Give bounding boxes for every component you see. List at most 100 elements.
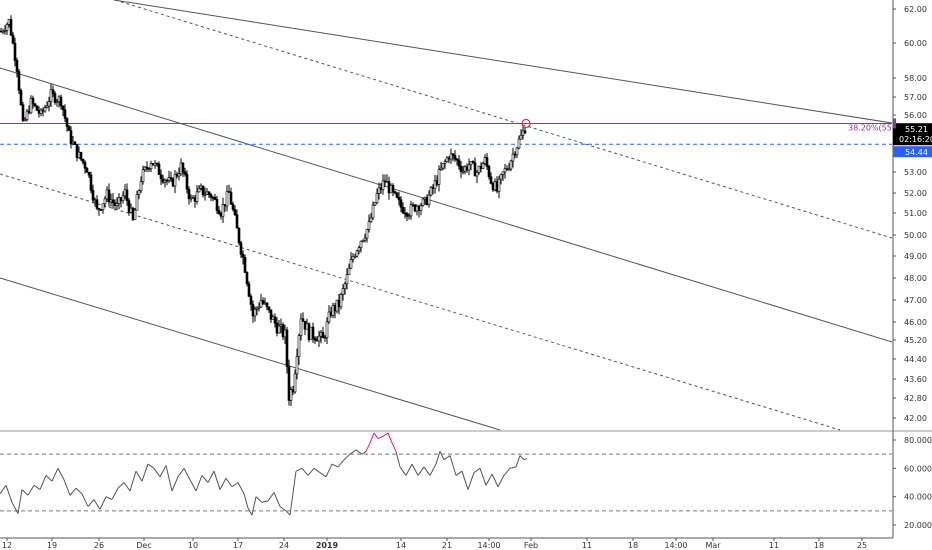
candle-body xyxy=(323,337,327,339)
candle-body xyxy=(1,30,5,33)
candle-body xyxy=(249,296,253,305)
candle xyxy=(231,201,235,212)
candle-body xyxy=(225,191,229,207)
candle-body xyxy=(215,199,219,211)
candle-body xyxy=(95,199,99,209)
candle-body xyxy=(321,332,325,339)
candle-body xyxy=(53,93,57,103)
candle-body xyxy=(519,134,523,140)
rsi-segment xyxy=(201,475,209,483)
candle xyxy=(515,146,519,158)
rsi-pane[interactable] xyxy=(0,432,892,516)
rsi-segment xyxy=(523,457,528,461)
candle-body xyxy=(289,389,293,401)
price-tick-label: 48.00 xyxy=(904,274,927,283)
rsi-segment xyxy=(497,475,505,487)
candle xyxy=(75,144,79,162)
candle xyxy=(519,129,523,140)
candle xyxy=(323,335,327,342)
candle-body xyxy=(427,194,431,205)
candle-body xyxy=(29,97,33,114)
candle-body xyxy=(93,199,97,202)
rsi-segment xyxy=(135,470,143,482)
rsi-segment xyxy=(63,479,71,496)
price-tick-label: 43.60 xyxy=(904,375,927,384)
candle xyxy=(355,249,359,258)
candle-body xyxy=(375,193,379,204)
candle-body xyxy=(25,110,29,120)
time-tick-label: 17 xyxy=(233,541,243,550)
candle-body xyxy=(277,325,281,334)
price-tick-label: 53.00 xyxy=(904,168,927,177)
candle-body xyxy=(449,153,453,160)
price-tick-label: 44.40 xyxy=(904,355,927,364)
candle-body xyxy=(317,335,321,342)
candle xyxy=(371,201,375,220)
candle xyxy=(149,160,153,173)
candle-body xyxy=(243,256,247,273)
rsi-segment xyxy=(195,475,203,492)
rsi-segment xyxy=(503,468,511,476)
candle xyxy=(211,195,215,202)
candle-body xyxy=(177,173,181,177)
candle xyxy=(293,369,297,394)
candle xyxy=(155,162,159,167)
candle-body xyxy=(349,259,353,269)
rsi-segment xyxy=(243,493,249,509)
candle-body xyxy=(109,199,113,203)
rsi-segment xyxy=(455,470,463,476)
candle xyxy=(123,184,127,200)
rsi-segment xyxy=(439,451,445,461)
candle-body xyxy=(399,199,403,208)
candle xyxy=(213,193,217,201)
rsi-segment xyxy=(361,450,367,455)
rsi-segment xyxy=(147,463,155,469)
candle-body xyxy=(197,188,201,193)
price-tick-label: 42.00 xyxy=(904,414,927,423)
rsi-segment xyxy=(343,453,351,461)
candle-body xyxy=(135,194,139,211)
rsi-segment xyxy=(17,489,23,514)
candle xyxy=(105,186,109,202)
candle-body xyxy=(511,153,515,162)
candle-body xyxy=(293,373,297,393)
candle xyxy=(97,207,101,216)
candle xyxy=(107,183,111,207)
candle-body xyxy=(421,198,425,207)
candle xyxy=(143,165,147,172)
candle-body xyxy=(167,177,171,181)
last-price-value: 55.21 xyxy=(905,125,928,134)
candle xyxy=(325,317,329,344)
price-pane[interactable]: 38.20%(55.53) xyxy=(0,0,908,431)
candle xyxy=(367,214,371,233)
candle-body xyxy=(487,166,491,178)
candle xyxy=(467,158,471,176)
candle-body xyxy=(445,157,449,162)
candle xyxy=(125,183,129,206)
candle-body xyxy=(343,283,347,289)
candle-body xyxy=(359,240,363,248)
candle xyxy=(507,163,511,171)
candle xyxy=(347,263,351,276)
candle xyxy=(227,184,231,193)
candle xyxy=(461,165,465,175)
candle xyxy=(61,105,65,117)
candle xyxy=(51,85,55,98)
candle-body xyxy=(199,185,203,189)
candle-body xyxy=(133,209,137,220)
candle-body xyxy=(473,162,477,177)
candle xyxy=(445,155,449,163)
candle-body xyxy=(103,198,107,205)
time-tick-label: 2019 xyxy=(316,541,339,550)
candle-body xyxy=(145,166,149,169)
rsi-segment xyxy=(279,506,287,512)
candle-body xyxy=(237,227,241,244)
candle-body xyxy=(143,166,147,170)
channel-line-3 xyxy=(0,277,501,431)
candle-body xyxy=(451,153,455,156)
candle-body xyxy=(35,105,39,111)
rsi-segment xyxy=(383,432,389,437)
candle xyxy=(19,88,23,106)
candle xyxy=(219,211,223,220)
